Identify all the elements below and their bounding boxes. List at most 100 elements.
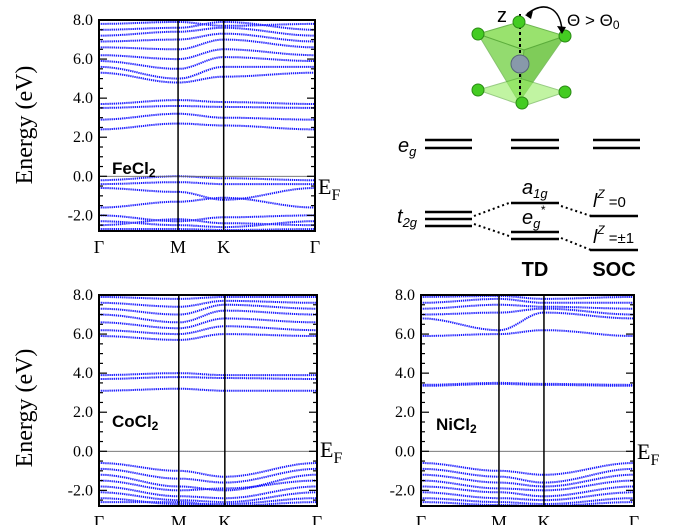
kpoint-label: M bbox=[171, 512, 187, 525]
ylabel-top: Energy (eV) bbox=[12, 66, 38, 185]
y-tick-label: 0.0 bbox=[73, 443, 93, 460]
ylabel-bottom: Energy (eV) bbox=[12, 349, 38, 468]
bands-group bbox=[421, 295, 634, 506]
cl-atom-icon bbox=[558, 85, 572, 99]
band-line bbox=[99, 467, 317, 484]
y-tick-label: 0.0 bbox=[395, 443, 415, 460]
band-line bbox=[421, 295, 634, 300]
y-tick-label: 8.0 bbox=[395, 287, 415, 304]
kpoint-label: M bbox=[170, 237, 186, 257]
y-tick-label: 6.0 bbox=[73, 326, 93, 343]
band-line bbox=[99, 333, 317, 341]
band-line bbox=[99, 32, 315, 43]
metal-atom-icon bbox=[510, 54, 530, 74]
rotation-arrow-icon bbox=[526, 6, 563, 31]
y-tick-label: -2.0 bbox=[68, 482, 93, 499]
kpoint-label: Γ bbox=[416, 512, 426, 525]
band-line bbox=[421, 462, 634, 476]
band-line bbox=[421, 485, 634, 498]
band-line bbox=[99, 501, 317, 506]
kpoint-label: Γ bbox=[629, 512, 639, 525]
kpoint-label: K bbox=[218, 512, 231, 525]
band-line bbox=[99, 21, 315, 31]
td-label: TD bbox=[522, 259, 549, 281]
band-line bbox=[99, 485, 317, 500]
band-line bbox=[99, 228, 315, 231]
y-tick-label: 2.0 bbox=[395, 404, 415, 421]
band-line bbox=[99, 299, 317, 308]
band-line bbox=[99, 26, 315, 37]
band-line bbox=[99, 56, 315, 70]
lz0-label: lZ =0 bbox=[593, 187, 626, 212]
band-line bbox=[99, 303, 317, 316]
band-line bbox=[99, 462, 317, 478]
band-line bbox=[99, 48, 315, 61]
t2g-label: t2g bbox=[397, 206, 418, 230]
band-line bbox=[99, 175, 315, 182]
arrow-head-icon bbox=[557, 26, 566, 34]
band-line bbox=[99, 296, 317, 300]
panel-frame bbox=[420, 294, 635, 507]
cl-atom-icon bbox=[471, 83, 485, 97]
band-line bbox=[421, 473, 634, 488]
band-line bbox=[99, 71, 315, 84]
band-line bbox=[99, 99, 315, 105]
kpoint-label: Γ bbox=[94, 237, 104, 257]
kpoint-label: K bbox=[537, 512, 550, 525]
band-line bbox=[421, 307, 634, 316]
band-line bbox=[421, 311, 634, 332]
band-line bbox=[99, 112, 315, 121]
cl-atom-icon bbox=[515, 96, 529, 110]
kpoint-label: M bbox=[491, 512, 507, 525]
y-tick-label: 8.0 bbox=[73, 12, 93, 29]
y-tick-label: 8.0 bbox=[73, 287, 93, 304]
band-panel-nicl2: 8.06.04.02.00.0-2.0Γ M K Γ bbox=[390, 287, 640, 525]
y-tick-label: 0.0 bbox=[73, 168, 93, 185]
band-line bbox=[99, 181, 315, 186]
y-tick-label: 6.0 bbox=[73, 51, 93, 68]
band-line bbox=[99, 105, 315, 109]
band-panel-cocl2: 8.06.04.02.00.0-2.0Γ M K Γ bbox=[68, 287, 323, 525]
band-panel-fecl2: 8.06.04.02.00.0-2.0Γ M K Γ bbox=[68, 12, 321, 257]
connector-dotted-line bbox=[560, 205, 592, 217]
arrow-head-icon bbox=[525, 11, 533, 19]
y-tick-label: 4.0 bbox=[73, 90, 93, 107]
band-line bbox=[421, 382, 634, 387]
z-axis-label: z bbox=[497, 5, 507, 27]
band-line bbox=[421, 467, 634, 484]
fermi-label-fecl2: EF bbox=[318, 174, 340, 204]
compound-label-cocl2: CoCl2 bbox=[112, 412, 159, 433]
y-tick-label: 4.0 bbox=[73, 365, 93, 382]
cl-atom-icon bbox=[471, 27, 485, 41]
connector-dotted-line bbox=[473, 202, 510, 217]
compound-label-fecl2: FeCl2 bbox=[112, 159, 156, 180]
y-tick-label: -2.0 bbox=[68, 207, 93, 224]
band-line bbox=[99, 317, 317, 330]
kpoint-label: Γ bbox=[310, 237, 320, 257]
y-tick-label: 6.0 bbox=[395, 326, 415, 343]
band-line bbox=[99, 218, 315, 227]
band-line bbox=[421, 491, 634, 502]
band-line bbox=[99, 325, 317, 336]
cl-atom-icon bbox=[512, 15, 526, 29]
level-diagram: eg t2g a1g eg* lZ =0 lZ =±1 TD SOC bbox=[397, 135, 640, 281]
band-line bbox=[421, 501, 634, 506]
panel-frame bbox=[98, 294, 318, 507]
theta-label: Θ > Θ0 bbox=[567, 11, 620, 32]
connector-dotted-line bbox=[473, 223, 510, 237]
band-line bbox=[99, 65, 315, 80]
band-line bbox=[99, 372, 317, 377]
octahedron-structure bbox=[471, 6, 572, 110]
band-line bbox=[99, 479, 317, 492]
band-line bbox=[421, 297, 634, 304]
band-line bbox=[421, 303, 634, 310]
band-line bbox=[421, 329, 634, 337]
kpoint-label: Γ bbox=[94, 512, 104, 525]
kpoint-label: K bbox=[217, 237, 230, 257]
bands-group bbox=[99, 296, 317, 506]
fermi-label-nicl2: EF bbox=[637, 439, 659, 469]
band-line bbox=[421, 479, 634, 492]
soc-label: SOC bbox=[592, 259, 635, 281]
y-tick-label: -2.0 bbox=[390, 482, 415, 499]
